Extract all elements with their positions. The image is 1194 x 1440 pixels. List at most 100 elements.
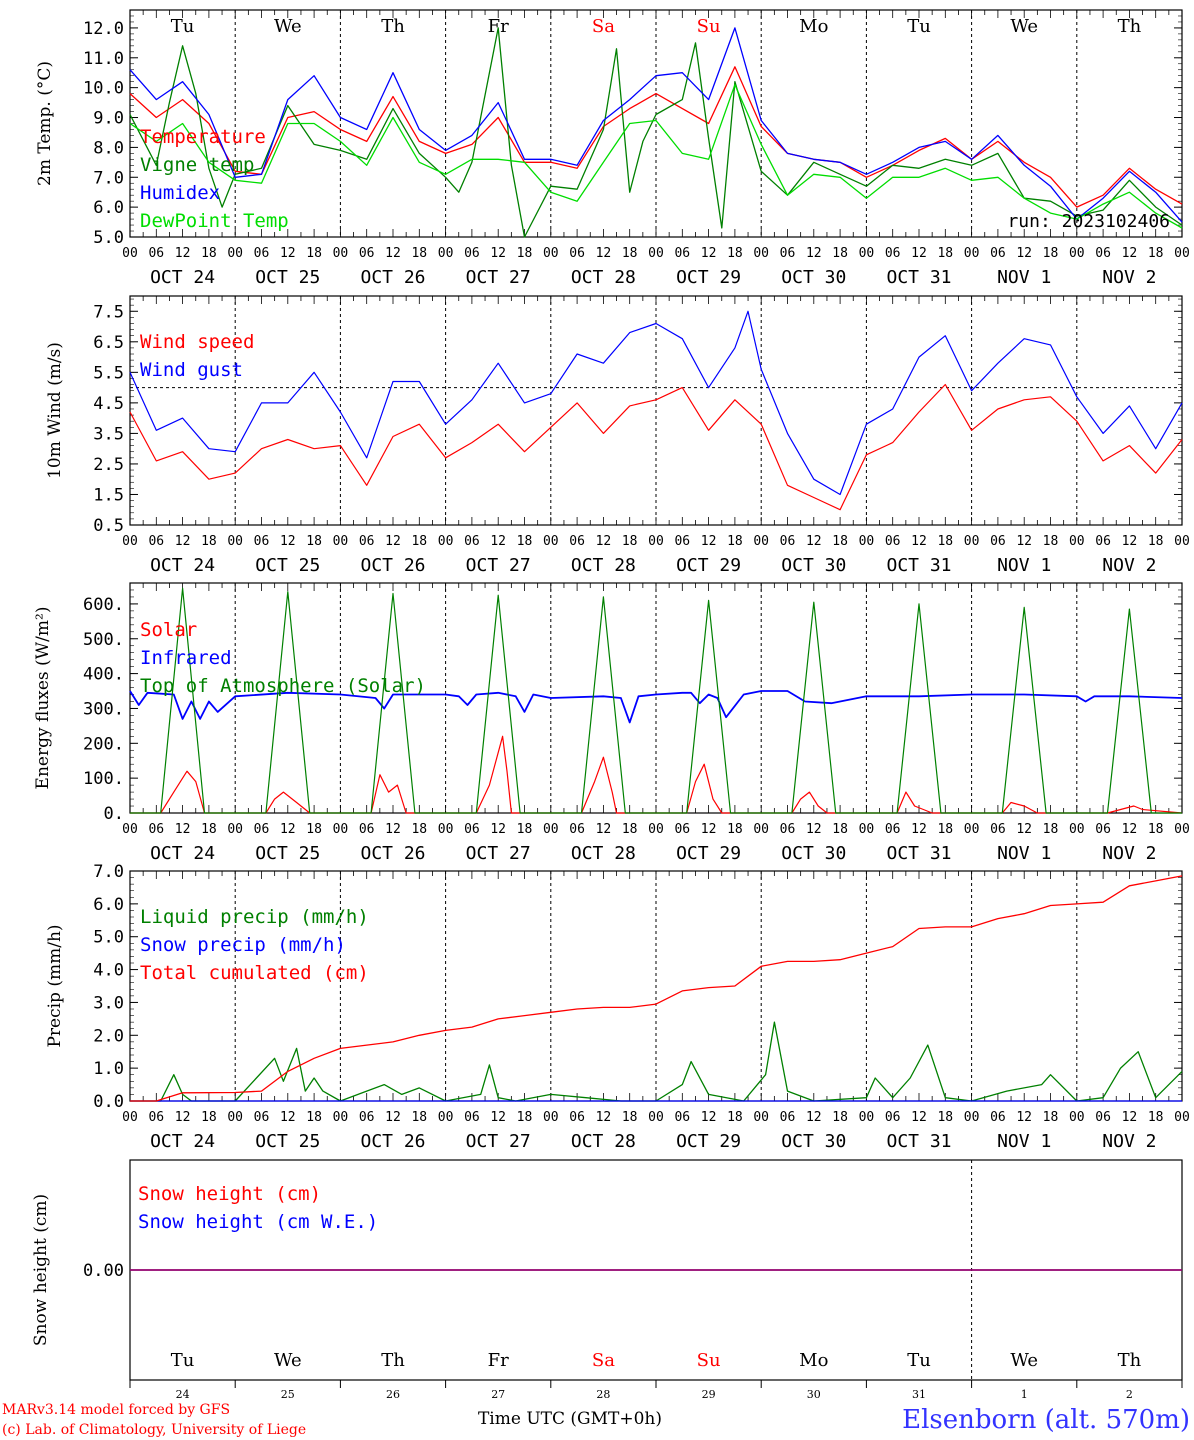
date-label: OCT 31 — [886, 555, 951, 576]
y-tick-label: 300. — [83, 699, 124, 719]
y-tick-label: 7.0 — [93, 862, 124, 882]
y-tick-label: 600. — [83, 595, 124, 615]
hour-tick-label: 18 — [727, 1110, 743, 1125]
y-tick-label: 0.5 — [93, 516, 124, 536]
date-label: OCT 27 — [466, 267, 531, 288]
hour-tick-label: 00 — [333, 822, 349, 837]
weekday-label: Th — [1118, 16, 1142, 37]
y-tick-label: 3.0 — [93, 993, 124, 1013]
date-label: NOV 1 — [997, 555, 1051, 576]
legend-entry: Vigne temp — [140, 154, 254, 176]
hour-tick-label: 18 — [832, 534, 848, 549]
hour-tick-label: 00 — [1069, 822, 1085, 837]
legend-entry: Wind gust — [140, 359, 243, 381]
hour-tick-label: 06 — [780, 246, 796, 261]
series-line-wind-gust — [129, 310, 1183, 496]
day-number-label: 2 — [1126, 1388, 1133, 1401]
hour-tick-label: 18 — [411, 1110, 427, 1125]
hour-tick-label: 12 — [175, 822, 191, 837]
hour-tick-label: 06 — [780, 1110, 796, 1125]
hour-tick-label: 00 — [648, 534, 664, 549]
y-axis-label: Precip (mm/h) — [45, 924, 65, 1047]
hour-tick-label: 12 — [911, 1110, 927, 1125]
hour-tick-label: 00 — [227, 1110, 243, 1125]
hour-tick-label: 18 — [937, 534, 953, 549]
hour-tick-label: 00 — [1069, 246, 1085, 261]
hour-tick-label: 00 — [227, 822, 243, 837]
hour-tick-label: 12 — [596, 822, 612, 837]
hour-tick-label: 06 — [148, 822, 164, 837]
hour-tick-label: 06 — [780, 822, 796, 837]
day-number-label: 29 — [702, 1388, 716, 1401]
date-label: NOV 1 — [997, 1131, 1051, 1152]
hour-tick-label: 18 — [201, 246, 217, 261]
legend-entry: Solar — [140, 619, 197, 641]
panel-1: 5.0 6.0 7.0 8.0 9.0 10.0 11.0 12.0 2m Temp. (°C)… — [35, 9, 1190, 288]
legend-entry: Top of Atmosphere (Solar) — [140, 675, 426, 697]
y-tick-label: 6.0 — [93, 895, 124, 915]
hour-tick-label: 06 — [885, 246, 901, 261]
date-label: OCT 31 — [886, 843, 951, 864]
hour-tick-label: 12 — [175, 1110, 191, 1125]
y-tick-label: 8.0 — [93, 138, 124, 158]
hour-tick-label: 12 — [490, 1110, 506, 1125]
run-annotation: run: 2023102406 — [1007, 211, 1170, 232]
y-tick-label: 9.0 — [93, 109, 124, 129]
hour-tick-label: 06 — [148, 1110, 164, 1125]
legend-entry: Snow height (cm W.E.) — [138, 1211, 378, 1233]
hour-tick-label: 00 — [122, 246, 138, 261]
legend-entry: Temperature — [140, 126, 266, 148]
hour-tick-label: 00 — [859, 246, 875, 261]
weekday-label: Su — [697, 16, 721, 37]
hour-tick-label: 12 — [1122, 246, 1138, 261]
hour-tick-label: 06 — [885, 822, 901, 837]
weekday-label: We — [274, 16, 302, 37]
hour-tick-label: 12 — [806, 246, 822, 261]
hour-tick-label: 12 — [280, 534, 296, 549]
hour-tick-label: 00 — [333, 246, 349, 261]
hour-tick-label: 18 — [622, 822, 638, 837]
hour-tick-label: 12 — [1016, 534, 1032, 549]
legend-entry: Snow precip (mm/h) — [140, 934, 346, 956]
hour-tick-label: 12 — [911, 822, 927, 837]
weekday-label: Su — [697, 1350, 721, 1371]
hour-tick-label: 00 — [543, 534, 559, 549]
hour-tick-label: 00 — [753, 246, 769, 261]
hour-tick-label: 06 — [674, 246, 690, 261]
hour-tick-label: 06 — [569, 246, 585, 261]
weekday-label: Th — [381, 1350, 405, 1371]
weekday-label: Tu — [171, 16, 195, 37]
y-tick-label: 2.0 — [93, 1026, 124, 1046]
y-tick-label: 1.0 — [93, 1059, 124, 1079]
weekday-label: We — [1010, 16, 1038, 37]
hour-tick-label: 00 — [122, 1110, 138, 1125]
day-number-label: 1 — [1021, 1388, 1028, 1401]
y-tick-label: 0. — [104, 804, 124, 824]
date-label: OCT 25 — [255, 1131, 320, 1152]
weekday-label: We — [1010, 1350, 1038, 1371]
hour-tick-label: 00 — [1174, 1110, 1190, 1125]
hour-tick-label: 06 — [569, 822, 585, 837]
weekday-label: Sa — [592, 1350, 615, 1371]
hour-tick-label: 00 — [122, 822, 138, 837]
legend-entry: Infrared — [140, 647, 232, 669]
hour-tick-label: 18 — [622, 246, 638, 261]
series-line-wind-speed — [129, 383, 1183, 511]
hour-tick-label: 18 — [622, 1110, 638, 1125]
date-label: OCT 26 — [360, 555, 425, 576]
date-label: NOV 2 — [1102, 843, 1156, 864]
hour-tick-label: 00 — [122, 534, 138, 549]
hour-tick-label: 00 — [964, 822, 980, 837]
hour-tick-label: 06 — [464, 246, 480, 261]
date-label: OCT 24 — [150, 1131, 215, 1152]
hour-tick-label: 18 — [727, 534, 743, 549]
hour-tick-label: 00 — [543, 246, 559, 261]
date-label: OCT 31 — [886, 267, 951, 288]
date-label: OCT 31 — [886, 1131, 951, 1152]
panels: 5.06.07.08.09.010.011.012.02m Temp. (°C)… — [31, 9, 1190, 1401]
hour-tick-label: 00 — [648, 1110, 664, 1125]
weekday-label: Fr — [488, 1350, 509, 1371]
hour-tick-label: 18 — [727, 822, 743, 837]
hour-tick-label: 18 — [937, 822, 953, 837]
